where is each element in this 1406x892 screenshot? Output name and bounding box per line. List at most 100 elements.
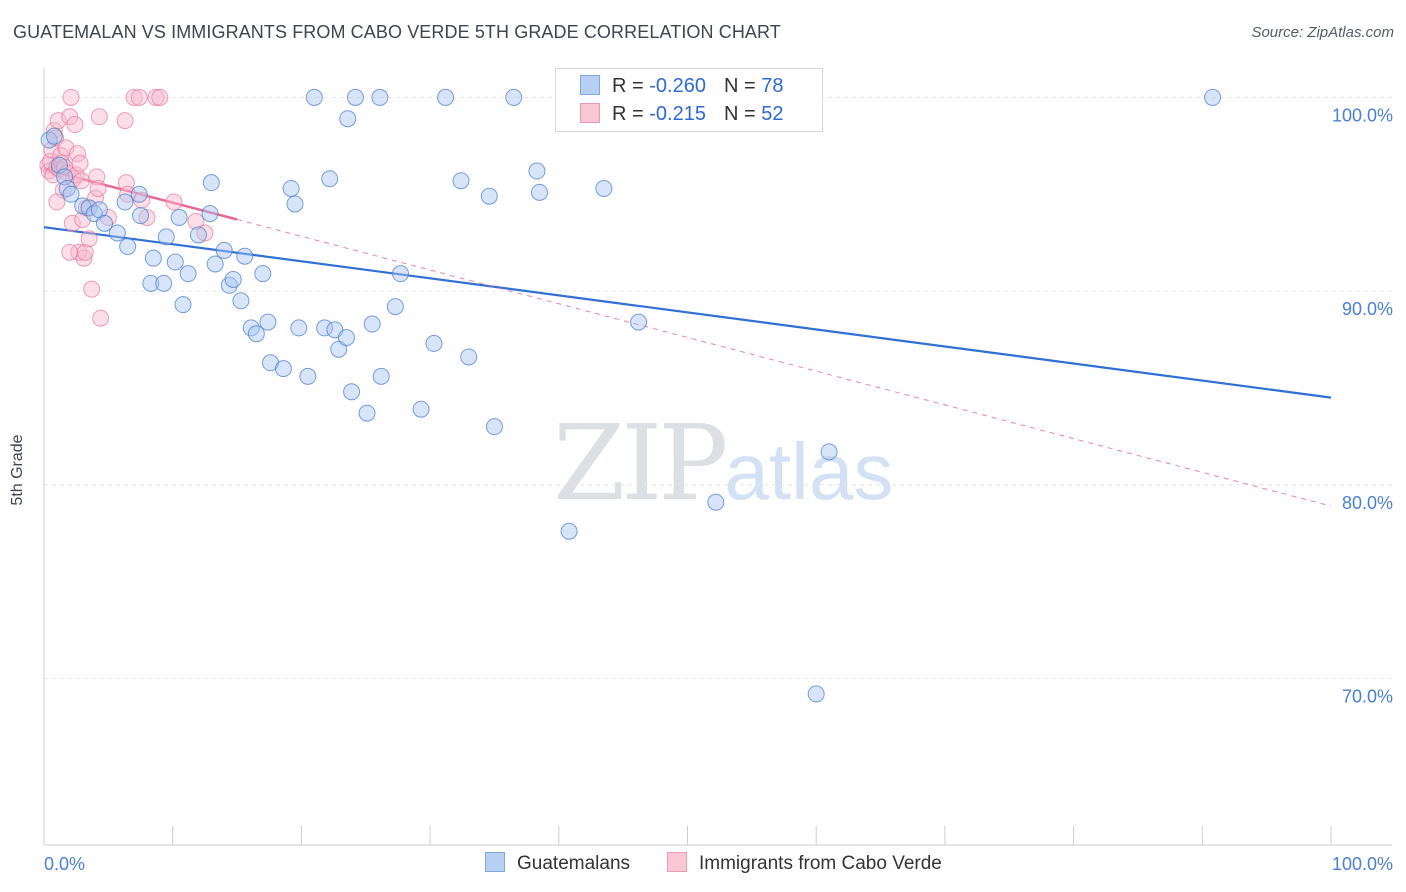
data-point-guatemalans xyxy=(116,193,134,211)
data-point-guatemalans xyxy=(452,172,470,190)
data-point-guatemalans xyxy=(108,224,126,242)
data-point-cabo-verde xyxy=(66,116,84,134)
watermark-atlas: atlas xyxy=(724,427,894,516)
data-point-guatemalans xyxy=(807,685,825,703)
data-point-guatemalans xyxy=(372,367,390,385)
data-point-guatemalans xyxy=(346,88,364,106)
legend-item-guatemalans[interactable]: Guatemalans xyxy=(485,852,630,875)
data-point-guatemalans xyxy=(282,179,300,197)
legend-row-guatemalans: R = -0.260 N = 78 xyxy=(580,75,783,99)
data-point-guatemalans xyxy=(480,187,498,205)
data-point-guatemalans xyxy=(236,247,254,265)
data-point-cabo-verde xyxy=(125,88,143,106)
legend-label-cabo-verde: Immigrants from Cabo Verde xyxy=(699,853,942,874)
data-point-guatemalans xyxy=(290,319,308,337)
data-point-guatemalans xyxy=(202,174,220,192)
data-point-guatemalans xyxy=(215,241,233,259)
chart-title: GUATEMALAN VS IMMIGRANTS FROM CABO VERDE… xyxy=(13,22,781,42)
legend-row-cabo-verde: R = -0.215 N = 52 xyxy=(580,103,783,127)
x-tick-label: 0.0% xyxy=(44,854,85,874)
legend-swatch-pink xyxy=(667,852,687,872)
data-point-guatemalans xyxy=(371,88,389,106)
data-point-guatemalans xyxy=(505,88,523,106)
data-point-guatemalans xyxy=(259,313,277,331)
data-point-guatemalans xyxy=(707,493,725,511)
data-point-guatemalans xyxy=(155,274,173,292)
legend-item-cabo-verde[interactable]: Immigrants from Cabo Verde xyxy=(667,852,942,875)
data-point-guatemalans xyxy=(142,274,160,292)
x-tick-label: 100.0% xyxy=(1332,854,1393,874)
data-point-cabo-verde xyxy=(76,243,94,261)
data-point-guatemalans xyxy=(224,270,242,288)
source-label: Source: ZipAtlas.com xyxy=(1251,24,1394,41)
watermark: ZIPatlas xyxy=(553,402,893,524)
data-point-guatemalans xyxy=(1204,88,1222,106)
data-point-guatemalans xyxy=(130,185,148,203)
data-point-cabo-verde xyxy=(138,209,156,227)
axes xyxy=(43,68,1392,846)
legend-n-value: 78 xyxy=(761,75,784,97)
data-point-cabo-verde xyxy=(89,179,107,197)
data-point-cabo-verde xyxy=(83,280,101,298)
data-point-guatemalans xyxy=(174,296,192,314)
legend-n-value: 52 xyxy=(761,103,784,125)
data-point-cabo-verde xyxy=(165,193,183,211)
data-point-guatemalans xyxy=(201,205,219,223)
data-point-guatemalans xyxy=(460,348,478,366)
data-point-guatemalans xyxy=(144,249,162,267)
data-point-guatemalans xyxy=(412,400,430,418)
data-point-guatemalans xyxy=(339,110,357,128)
data-point-guatemalans xyxy=(437,88,455,106)
data-point-cabo-verde xyxy=(48,193,66,211)
data-point-guatemalans xyxy=(254,265,272,283)
trend-line-guatemalans xyxy=(43,226,1332,399)
data-point-guatemalans xyxy=(232,292,250,310)
data-point-guatemalans xyxy=(286,195,304,213)
data-point-cabo-verde xyxy=(68,145,86,163)
data-point-guatemalans xyxy=(45,127,63,145)
stats-legend: R = -0.260 N = 78 R = -0.215 N = 52 xyxy=(555,68,823,132)
data-point-cabo-verde xyxy=(196,224,214,242)
legend-r-label: R = xyxy=(612,103,650,125)
data-point-guatemalans xyxy=(630,313,648,331)
y-tick-label: 100.0% xyxy=(1332,105,1393,125)
y-tick-label: 90.0% xyxy=(1342,299,1393,319)
data-point-cabo-verde xyxy=(80,230,98,248)
data-point-cabo-verde xyxy=(61,243,79,261)
trend-line-cabo-verde xyxy=(43,167,238,221)
data-point-guatemalans xyxy=(425,334,443,352)
data-points xyxy=(39,88,1222,703)
data-point-guatemalans xyxy=(170,209,188,227)
data-point-guatemalans xyxy=(62,185,80,203)
data-point-guatemalans xyxy=(560,522,578,540)
data-point-guatemalans xyxy=(530,183,548,201)
trend-line-cabo-verde-extended xyxy=(236,218,1332,507)
data-point-guatemalans xyxy=(179,265,197,283)
data-point-cabo-verde xyxy=(72,172,90,190)
data-point-cabo-verde xyxy=(92,309,110,327)
data-point-guatemalans xyxy=(166,253,184,271)
data-point-cabo-verde xyxy=(151,88,169,106)
data-point-guatemalans xyxy=(95,214,113,232)
trend-lines xyxy=(43,167,1332,507)
data-point-guatemalans xyxy=(358,404,376,422)
y-tick-label: 80.0% xyxy=(1342,493,1393,513)
data-point-cabo-verde xyxy=(116,112,134,130)
data-point-guatemalans xyxy=(485,418,503,436)
data-point-guatemalans xyxy=(391,265,409,283)
data-point-guatemalans xyxy=(595,179,613,197)
data-point-guatemalans xyxy=(316,319,334,337)
legend-r-value: -0.215 xyxy=(649,103,706,125)
data-point-cabo-verde xyxy=(90,108,108,126)
legend-r-label: R = xyxy=(612,75,650,97)
data-point-cabo-verde xyxy=(71,154,89,172)
data-point-guatemalans xyxy=(321,170,339,188)
data-point-cabo-verde xyxy=(62,88,80,106)
legend-n-label: N = xyxy=(723,75,762,97)
tick-labels: 100.0% 90.0% 80.0% 70.0% 0.0% 100.0% xyxy=(44,105,1393,874)
data-point-guatemalans xyxy=(132,207,150,225)
data-point-guatemalans xyxy=(206,255,224,273)
legend-swatch-pink xyxy=(580,103,600,123)
data-point-guatemalans xyxy=(274,360,292,378)
